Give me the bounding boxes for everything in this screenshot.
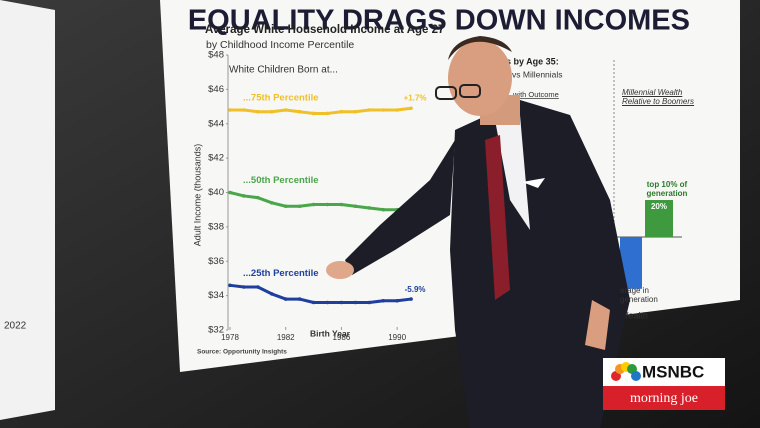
x-tick-label: 1982 (277, 333, 295, 342)
y-axis-label: Adult Income (thousands) (192, 144, 202, 247)
point (395, 298, 399, 303)
series-change: +1.7% (404, 93, 427, 102)
point (353, 109, 358, 114)
series-line (230, 106, 412, 115)
bar (645, 200, 673, 237)
header: EQUALITY DRAGS DOWN INCOMES (188, 5, 690, 37)
y-tick-label: $48 (208, 50, 224, 61)
side-heading: s by Age 35: (506, 56, 559, 66)
point (325, 202, 330, 207)
point (256, 195, 260, 200)
point (367, 108, 372, 112)
show-name: morning joe (630, 391, 698, 406)
point (228, 108, 232, 112)
point (228, 190, 232, 195)
logo: MSNBC (642, 362, 704, 381)
series-label: ...75th Percentile (243, 93, 319, 104)
point (269, 201, 274, 205)
income-chart: Average White Household Income at Age 27… (192, 24, 444, 356)
point (311, 111, 316, 116)
point (297, 204, 302, 209)
point (409, 297, 413, 301)
point (242, 108, 246, 112)
point (283, 297, 288, 301)
point (283, 204, 288, 209)
peacock (611, 362, 641, 381)
value-label: 20% (651, 202, 667, 211)
category-label: top 10% of generation (646, 180, 688, 198)
source: Source: Opportunity Insights (197, 349, 287, 356)
series-line (229, 283, 412, 304)
y-tick-label: $32 (208, 325, 224, 336)
point (269, 109, 274, 114)
x-axis-label: Birth Year (310, 328, 351, 338)
point (381, 108, 386, 112)
point (297, 109, 302, 114)
show-box (603, 386, 725, 410)
point (339, 109, 344, 114)
left-screen-label: 2022 (4, 321, 27, 332)
point (256, 109, 260, 114)
x-tick-label: 1990 (388, 333, 406, 342)
y-tick-label: $34 (208, 290, 224, 301)
y-tick-label: $36 (208, 256, 224, 267)
y-tick-label: $46 (208, 84, 224, 95)
chart-subtitle: by Childhood Income Percentile (206, 39, 354, 51)
point (339, 300, 344, 305)
point (395, 108, 399, 112)
presenter (326, 36, 630, 428)
bar (620, 237, 642, 289)
y-tick-label: $40 (208, 187, 224, 198)
y-tick-label: $38 (208, 221, 224, 232)
chart-title: Average White Household Income at Age 27 (205, 24, 444, 36)
point (325, 300, 330, 305)
point (367, 206, 372, 210)
point (325, 111, 330, 116)
point (311, 202, 316, 207)
side-chart-title: Millennial Wealth Relative to Boomers (622, 88, 695, 106)
series-change: -5.9% (405, 285, 426, 294)
point (269, 292, 274, 296)
point (353, 300, 358, 305)
point (339, 202, 344, 207)
point (353, 204, 358, 209)
point (297, 297, 302, 301)
series-label: ...50th Percentile (243, 175, 319, 186)
point (283, 108, 288, 112)
series-label: ...25th Percentile (243, 268, 319, 279)
series-line (229, 191, 412, 212)
wealth-chart: s by Age 35: vs Millennials with Outcome… (459, 56, 682, 320)
point (381, 207, 386, 212)
point (409, 106, 413, 111)
point (228, 283, 232, 288)
side-subheading: vs Millennials (512, 69, 563, 79)
point (242, 285, 246, 289)
point (381, 298, 386, 303)
x-tick-label: 1978 (221, 333, 239, 342)
chart-annotation: White Children Born at... (229, 65, 338, 76)
left-screen (0, 0, 55, 420)
point (367, 300, 372, 305)
category-label: erage in generation (620, 286, 658, 304)
point (311, 300, 316, 305)
y-tick-label: $42 (208, 153, 224, 164)
point (256, 285, 260, 289)
side-footer: Wealth (620, 310, 648, 320)
point (242, 194, 246, 198)
side-column: with Outcome (512, 90, 559, 99)
x-tick-label: 1986 (333, 333, 351, 342)
y-tick-label: $44 (208, 118, 224, 129)
